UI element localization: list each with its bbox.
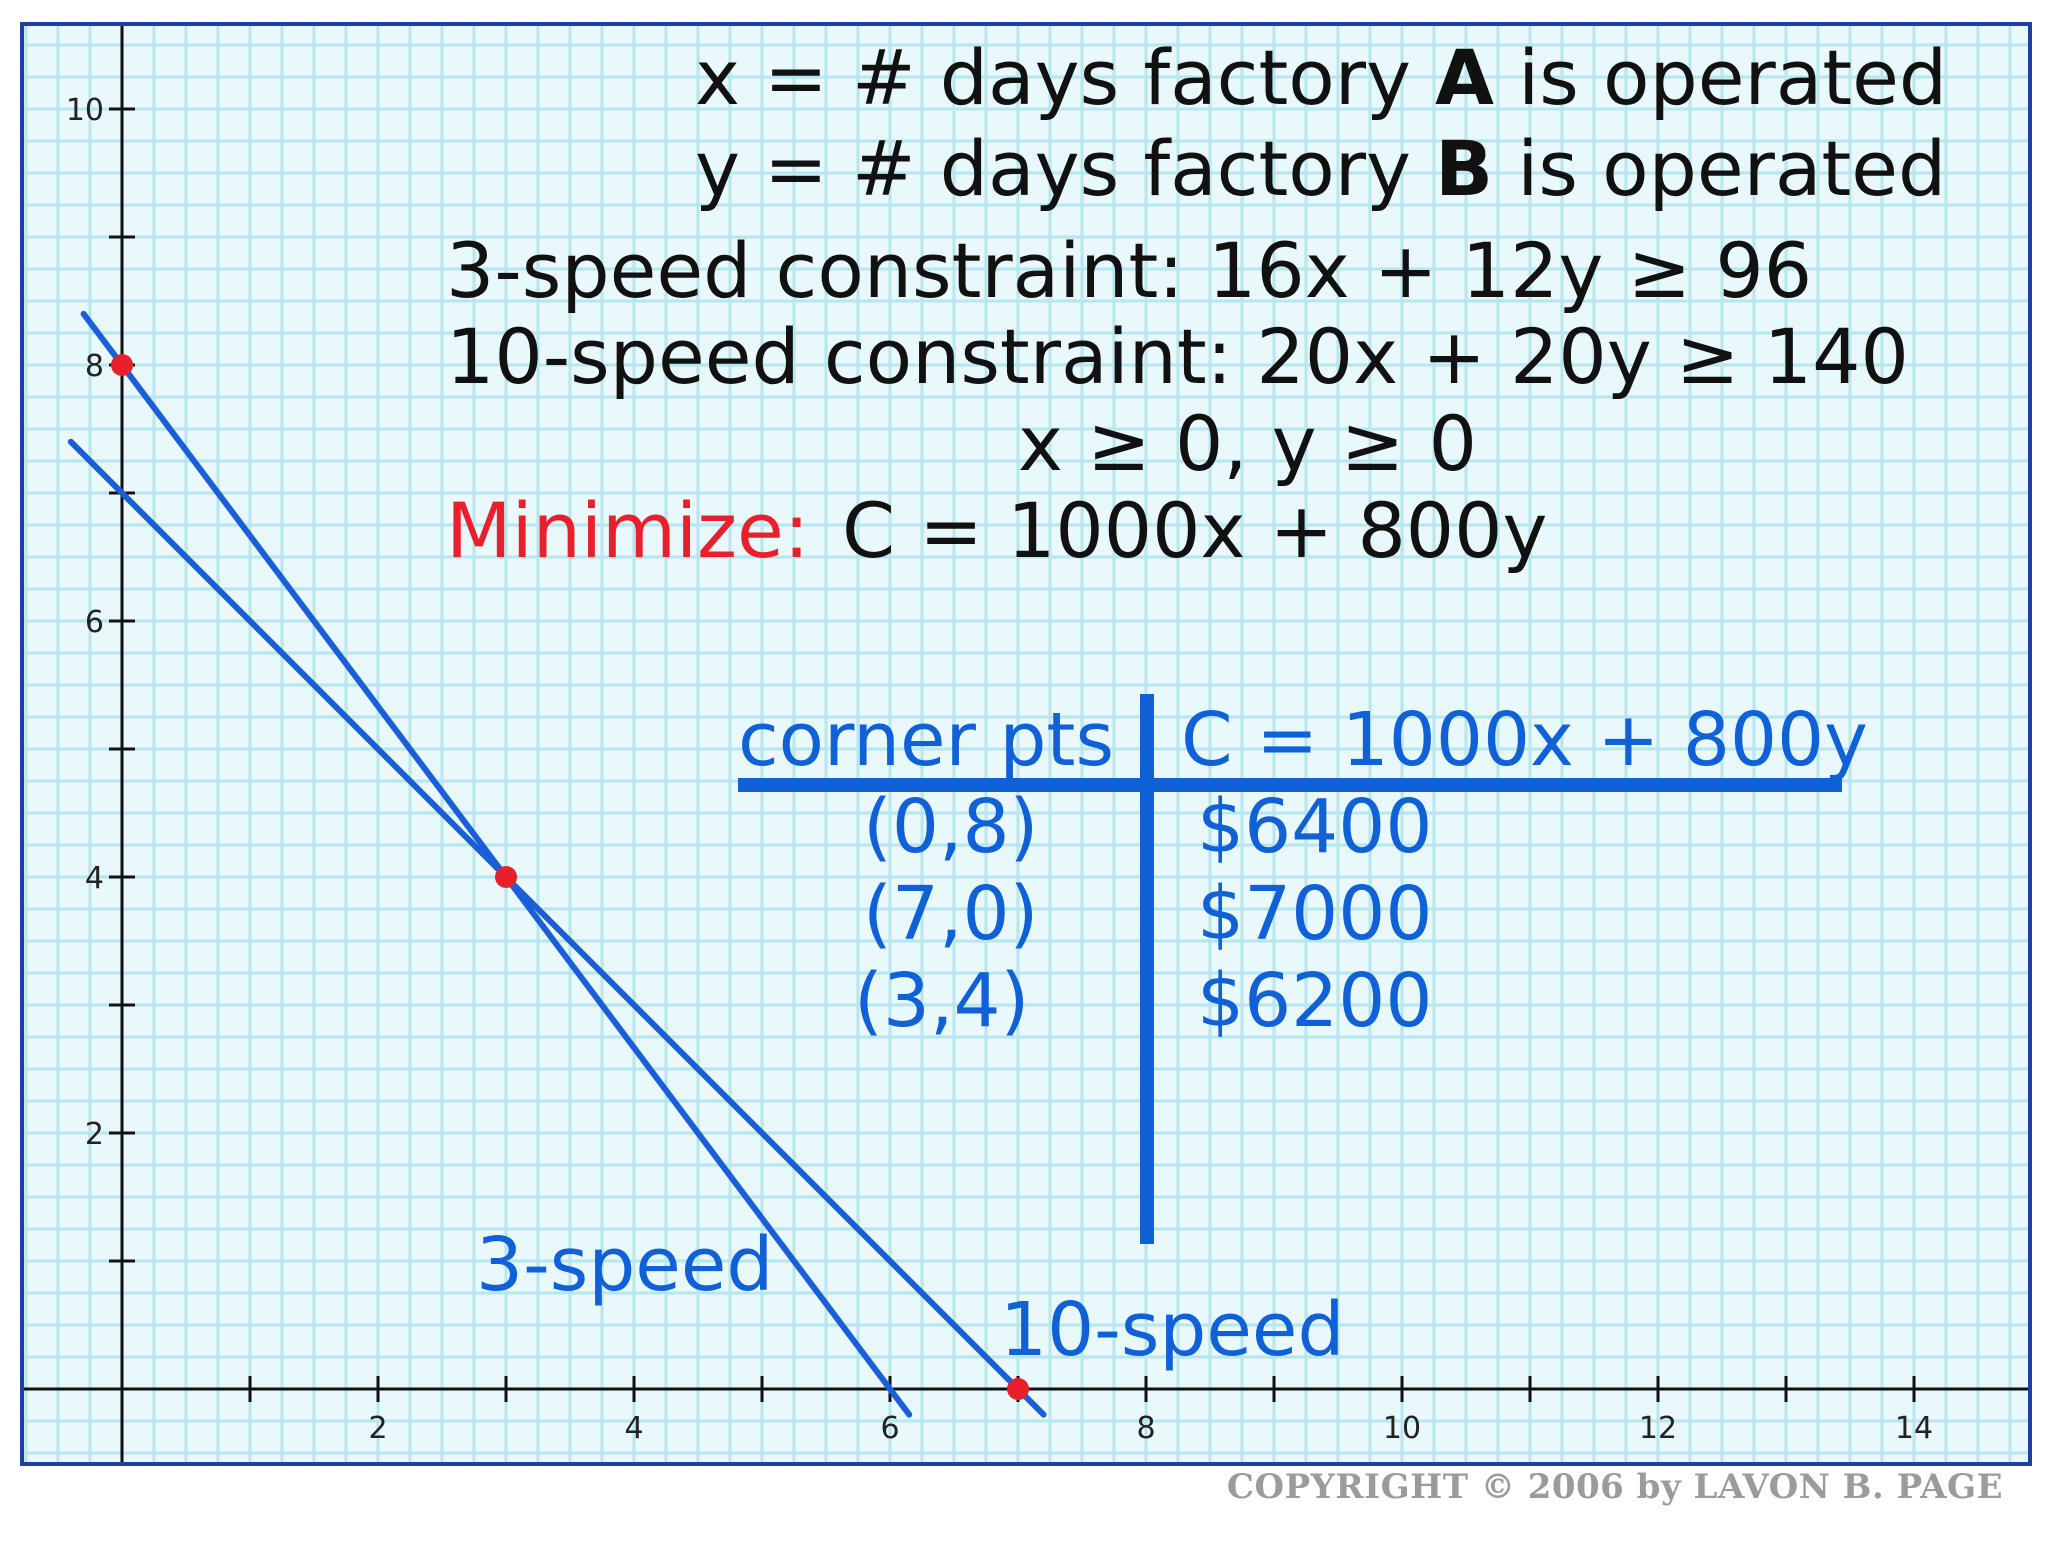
corner-point: [495, 866, 517, 888]
line-label-3-speed: 3-speed: [476, 1222, 773, 1308]
table-row-cost: $6400: [1197, 784, 1432, 870]
objective-function: C = 1000x + 800y: [842, 486, 1548, 575]
table-header-corner-pts: corner pts: [738, 697, 1114, 783]
plot-background: [22, 24, 2030, 1464]
table-row-cost: $6200: [1197, 958, 1432, 1044]
corner-points-table: corner pts C = 1000x + 800y (0,8) $6400 …: [738, 694, 1868, 1244]
definition-x-factory: A: [1435, 33, 1494, 122]
table-header-cost: C = 1000x + 800y: [1181, 697, 1868, 783]
axis-tick-labels: 2 4 6 8 10 12 14 2 4 6 8 10: [66, 93, 1933, 1446]
constraint-3speed: 3-speed constraint: 16x + 12y ≥ 96: [446, 226, 1812, 315]
constraint-lines: [67, 310, 1047, 1418]
y-tick-label: 2: [85, 1117, 104, 1152]
definition-x-prefix: x = # days factory: [695, 33, 1435, 122]
x-tick-label: 12: [1639, 1411, 1677, 1446]
copyright-notice: COPYRIGHT © 2006 by LAVON B. PAGE: [1227, 1467, 2003, 1507]
definition-y-suffix: is operated: [1493, 124, 1946, 213]
line-label-10-speed: 10-speed: [1000, 1287, 1344, 1373]
corner-point: [1007, 1378, 1029, 1400]
constraint-10speed: 10-speed constraint: 20x + 20y ≥ 140: [446, 312, 1909, 401]
table-row-point: (3,4): [854, 958, 1029, 1044]
nonnegativity-constraint: x ≥ 0, y ≥ 0: [1018, 399, 1477, 488]
equations-block: x = # days factory A is operated y = # d…: [446, 33, 1947, 575]
minimize-label: Minimize:: [446, 486, 809, 575]
x-tick-label: 4: [624, 1411, 643, 1446]
definition-y-prefix: y = # days factory: [695, 124, 1435, 213]
x-tick-label: 6: [880, 1411, 899, 1446]
y-tick-label: 4: [85, 861, 104, 896]
y-tick-label: 8: [85, 349, 104, 384]
x-tick-label: 14: [1895, 1411, 1933, 1446]
definition-y: y = # days factory B is operated: [695, 124, 1946, 213]
plot-border: [20, 22, 2032, 1466]
corner-points: [111, 354, 1029, 1400]
table-row-point: (0,8): [863, 784, 1038, 870]
x-tick-label: 10: [1383, 1411, 1421, 1446]
table-row-cost: $7000: [1197, 871, 1432, 957]
x-tick-label: 8: [1136, 1411, 1155, 1446]
definition-x-suffix: is operated: [1494, 33, 1947, 122]
y-tick-label: 10: [66, 93, 104, 128]
definition-x: x = # days factory A is operated: [695, 33, 1947, 122]
x-tick-label: 2: [368, 1411, 387, 1446]
definition-y-factory: B: [1435, 124, 1493, 213]
constraint-line-10-speed: [67, 438, 1047, 1418]
table-row-point: (7,0): [863, 871, 1038, 957]
corner-point: [111, 354, 133, 376]
y-tick-label: 6: [85, 605, 104, 640]
